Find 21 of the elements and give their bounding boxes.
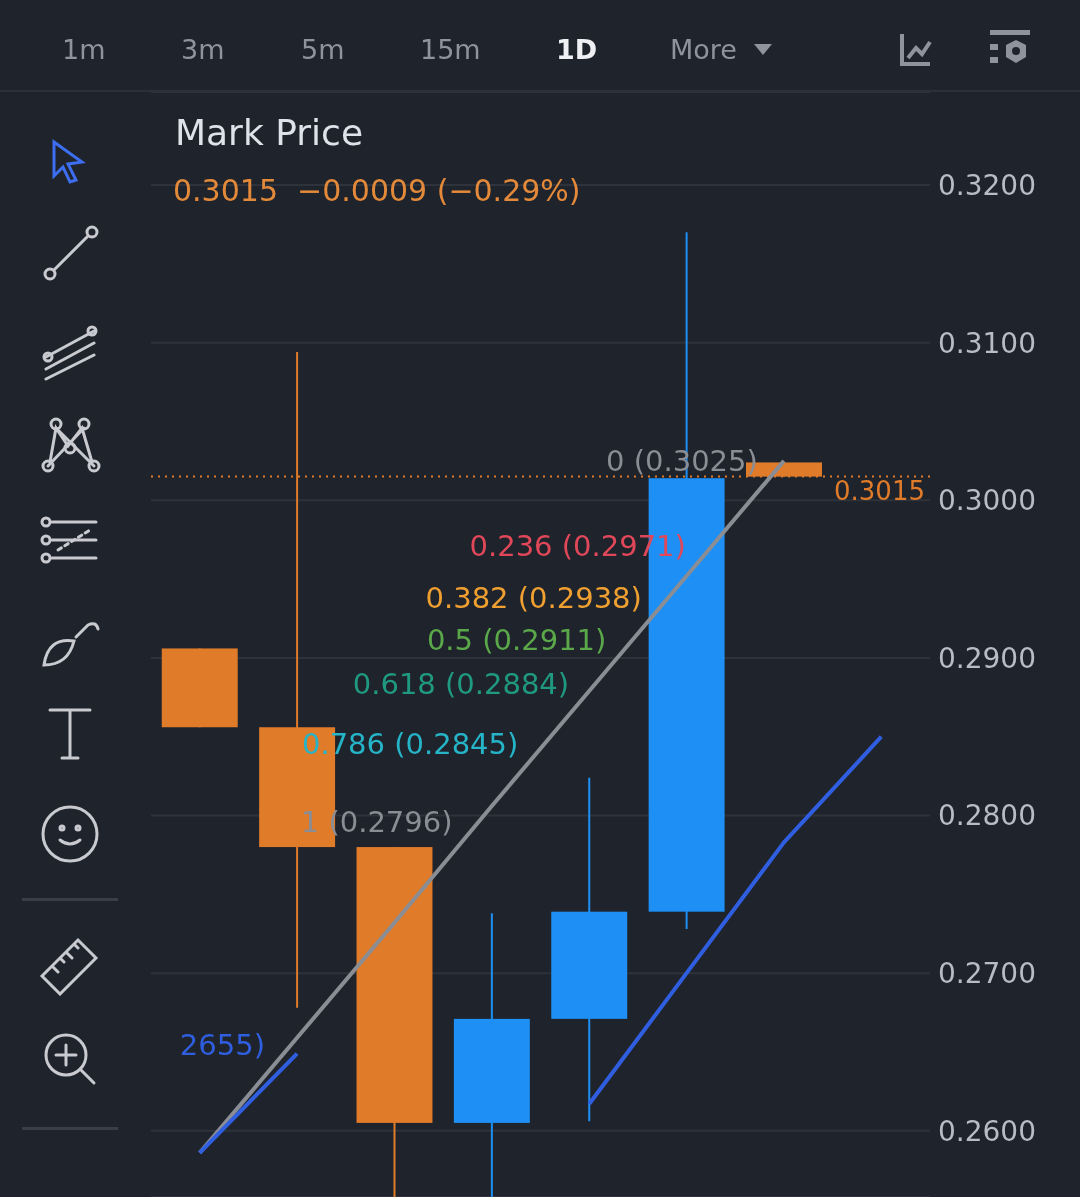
y-tick-label: 0.2700 xyxy=(938,957,1036,991)
annotation: 0.382 (0.2938) xyxy=(425,581,642,615)
text: 15m xyxy=(420,34,481,65)
y-tick-label: 0.2800 xyxy=(938,799,1036,833)
text: Mark Price xyxy=(175,112,364,153)
y-tick-label: 0.3200 xyxy=(938,168,1036,202)
ref-line-label: 0.3015 xyxy=(834,476,925,507)
y-tick-label: 0.2900 xyxy=(938,641,1036,675)
y-tick-label: 0.3000 xyxy=(938,484,1036,518)
text: 1m xyxy=(62,34,106,65)
text: 1D xyxy=(556,34,598,65)
annotation: 0.5 (0.2911) xyxy=(426,623,607,657)
text: 0.3015 −0.0009 (−0.29%) xyxy=(173,173,581,208)
y-tick-label: 0.2600 xyxy=(938,1114,1036,1148)
text: More xyxy=(670,34,737,65)
text: 5m xyxy=(301,34,345,65)
text: 3m xyxy=(181,34,225,65)
y-tick-label: 0.3100 xyxy=(938,326,1036,360)
annotation: 2655) xyxy=(179,1028,265,1062)
line-series xyxy=(587,734,884,1106)
annotation: 0.618 (0.2884) xyxy=(352,667,570,701)
